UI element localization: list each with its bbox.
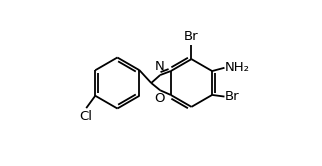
Text: N: N <box>155 60 165 73</box>
Text: Cl: Cl <box>79 110 92 123</box>
Text: O: O <box>154 92 165 105</box>
Text: Br: Br <box>225 90 240 103</box>
Text: Br: Br <box>184 31 199 43</box>
Text: NH₂: NH₂ <box>225 61 250 74</box>
